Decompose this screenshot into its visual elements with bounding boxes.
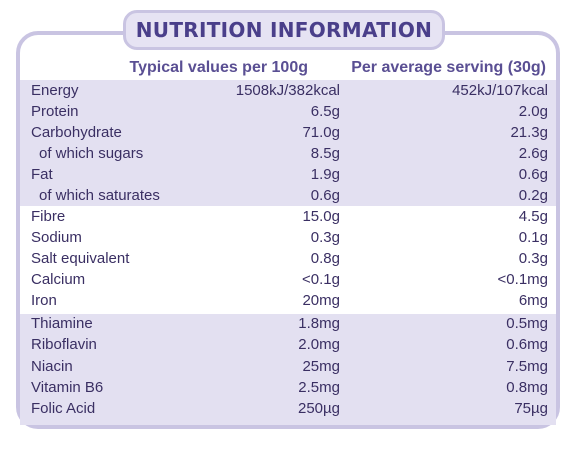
row-label: Folic Acid	[31, 400, 96, 417]
value-per-100g: 71.0g	[302, 124, 340, 141]
row-label: of which saturates	[39, 187, 160, 204]
value-per-100g: 1.9g	[310, 166, 340, 183]
value-per-serving: 2.0g	[518, 103, 548, 120]
column-header-per-serving: Per average serving (30g)	[351, 59, 546, 76]
value-per-100g: 250µg	[297, 400, 340, 417]
table-row-carbohydrate: Carbohydrate 71.0g 21.3g	[31, 122, 548, 143]
value-per-serving: <0.1mg	[497, 271, 548, 288]
value-per-100g: 0.6g	[310, 187, 340, 204]
table-row-energy: Energy 1508kJ/382kcal 452kJ/107kcal	[31, 80, 548, 101]
row-label: Energy	[31, 82, 79, 99]
panel-title: NUTRITION INFORMATION	[123, 10, 445, 50]
table-row-fat: Fat 1.9g 0.6g	[31, 164, 548, 185]
value-per-100g: 15.0g	[302, 208, 340, 225]
value-per-serving: 0.6mg	[506, 336, 548, 353]
row-label: Sodium	[31, 229, 82, 246]
row-label: of which sugars	[39, 145, 144, 162]
table-row-thiamine: Thiamine 1.8mg 0.5mg	[31, 313, 548, 334]
table-row-niacin: Niacin 25mg 7.5mg	[31, 356, 548, 377]
value-per-serving: 0.2g	[518, 187, 548, 204]
value-per-serving: 0.1g	[518, 229, 548, 246]
table-row-vitamin-b6: Vitamin B6 2.5mg 0.8mg	[31, 377, 548, 398]
column-header-per-100g: Typical values per 100g	[129, 59, 308, 76]
value-per-serving: 0.8mg	[506, 379, 548, 396]
table-row-folic-acid: Folic Acid 250µg 75µg	[31, 398, 548, 419]
row-label: Protein	[31, 103, 79, 120]
value-per-serving: 75µg	[514, 400, 548, 417]
value-per-serving: 0.6g	[518, 166, 548, 183]
table-row-riboflavin: Riboflavin 2.0mg 0.6mg	[31, 334, 548, 355]
table-row-calcium: Calcium <0.1g <0.1mg	[31, 269, 548, 290]
row-label: Carbohydrate	[31, 124, 122, 141]
row-label: Niacin	[31, 358, 73, 375]
row-label: Riboflavin	[31, 336, 97, 353]
value-per-serving: 4.5g	[518, 208, 548, 225]
value-per-100g: 8.5g	[310, 145, 340, 162]
row-label: Salt equivalent	[31, 250, 130, 267]
value-per-100g: <0.1g	[302, 271, 340, 288]
row-label: Vitamin B6	[31, 379, 104, 396]
row-group-band-macros	[20, 80, 556, 206]
row-label: Iron	[31, 292, 57, 309]
value-per-100g: 20mg	[302, 292, 340, 309]
value-per-100g: 2.5mg	[298, 379, 340, 396]
row-label: Calcium	[31, 271, 86, 288]
row-label: Thiamine	[31, 315, 93, 332]
table-row-sodium: Sodium 0.3g 0.1g	[31, 227, 548, 248]
value-per-100g: 25mg	[302, 358, 340, 375]
value-per-100g: 2.0mg	[298, 336, 340, 353]
value-per-serving: 452kJ/107kcal	[452, 82, 548, 99]
table-row-salt: Salt equivalent 0.8g 0.3g	[31, 248, 548, 269]
value-per-100g: 6.5g	[310, 103, 340, 120]
row-group-band-vitamins	[20, 314, 556, 425]
value-per-100g: 1508kJ/382kcal	[235, 82, 340, 99]
value-per-serving: 2.6g	[518, 145, 548, 162]
value-per-100g: 1.8mg	[298, 315, 340, 332]
table-row-sugars: of which sugars 8.5g 2.6g	[31, 143, 548, 164]
row-label: Fibre	[31, 208, 66, 225]
table-row-saturates: of which saturates 0.6g 0.2g	[31, 185, 548, 206]
value-per-100g: 0.8g	[310, 250, 340, 267]
table-row-protein: Protein 6.5g 2.0g	[31, 101, 548, 122]
value-per-serving: 0.3g	[518, 250, 548, 267]
value-per-100g: 0.3g	[310, 229, 340, 246]
table-row-fibre: Fibre 15.0g 4.5g	[31, 206, 548, 227]
value-per-serving: 6mg	[518, 292, 548, 309]
value-per-serving: 0.5mg	[506, 315, 548, 332]
row-label: Fat	[31, 166, 53, 183]
value-per-serving: 21.3g	[510, 124, 548, 141]
table-row-iron: Iron 20mg 6mg	[31, 290, 548, 311]
value-per-serving: 7.5mg	[506, 358, 548, 375]
